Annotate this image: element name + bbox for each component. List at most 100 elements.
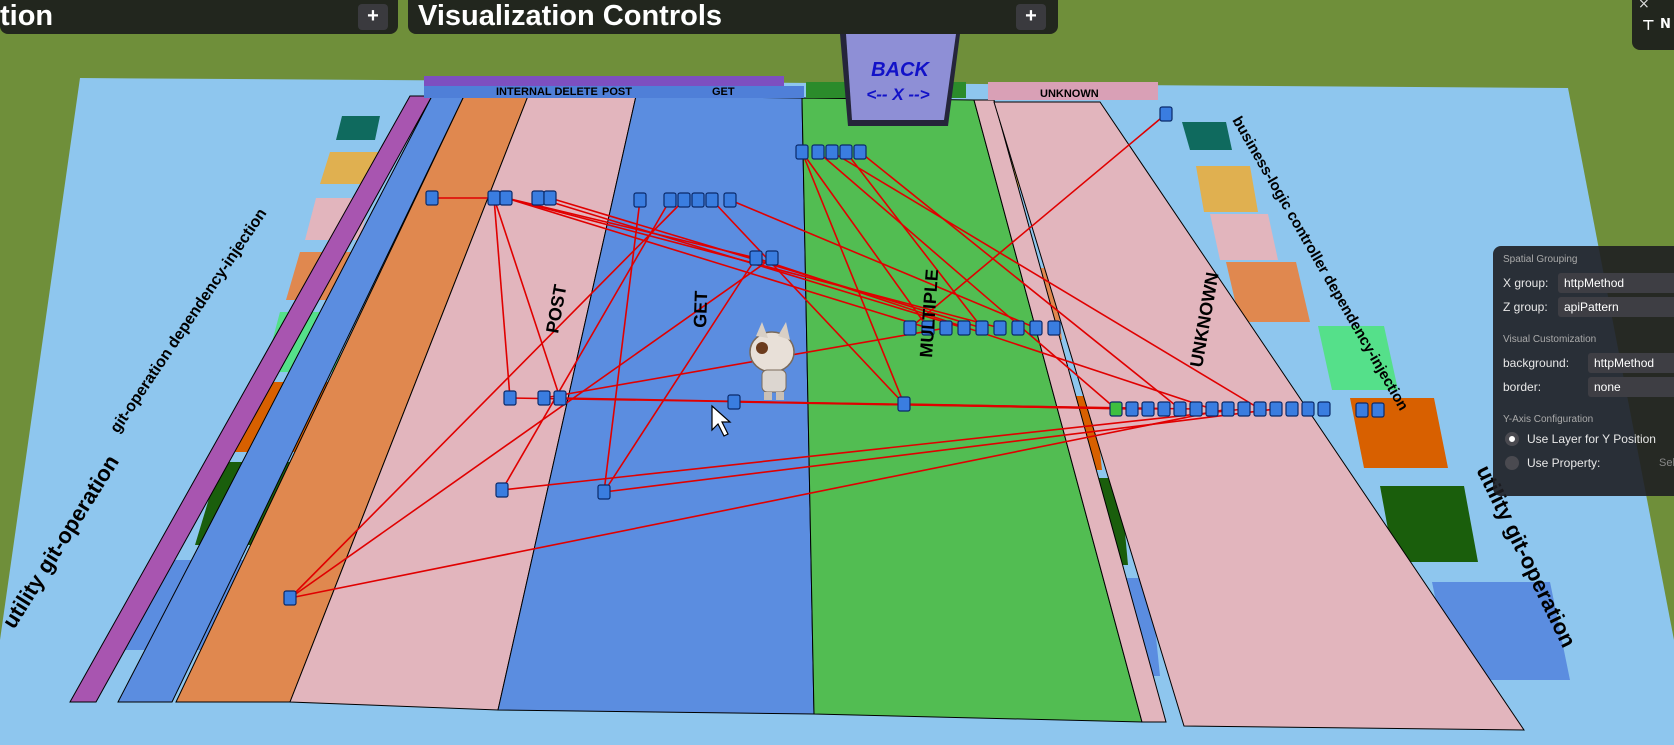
tag-post: POST [602,86,632,98]
edge [845,151,983,329]
graph-node[interactable] [495,482,509,498]
graph-node[interactable] [825,144,839,160]
graph-node[interactable] [1125,401,1139,417]
graph-node[interactable] [765,250,779,266]
graph-node[interactable] [691,192,705,208]
graph-node[interactable] [1205,401,1219,417]
graph-node[interactable] [1371,402,1385,418]
graph-node[interactable] [975,320,989,336]
graph-node[interactable] [1189,401,1203,417]
use-layer-label: Use Layer for Y Position [1527,432,1656,446]
graph-node[interactable] [537,390,551,406]
border-select[interactable]: none [1588,377,1674,397]
back-sign[interactable] [840,34,960,126]
section-spatial-grouping: Spatial Grouping [1503,254,1578,265]
edge [859,151,1181,410]
graph-node[interactable] [1159,106,1173,122]
tag-get: GET [712,86,735,98]
graph-node[interactable] [553,390,567,406]
graph-node[interactable] [993,320,1007,336]
header-left-panel: tion + [0,0,398,34]
edge [711,199,905,405]
graph-node[interactable] [727,394,741,410]
graph-node[interactable] [723,192,737,208]
graph-node[interactable] [503,390,517,406]
graph-node[interactable] [1269,401,1283,417]
edge [801,151,905,405]
property-select[interactable]: Sel [1659,457,1674,469]
graph-node[interactable] [597,484,611,500]
avatar[interactable] [749,322,795,400]
graph-node[interactable] [1141,401,1155,417]
graph-node[interactable] [633,192,647,208]
edge [505,197,929,329]
nodes[interactable] [283,106,1385,606]
graph-node[interactable] [1157,401,1171,417]
section-visual-customization: Visual Customization [1503,334,1597,345]
add-button-visualization[interactable]: + [1016,4,1046,30]
tag-unknown: UNKNOWN [1040,88,1099,100]
graph-node[interactable] [1221,401,1235,417]
edge [831,151,1261,410]
graph-node[interactable] [853,144,867,160]
edge [603,199,641,493]
edge [801,151,929,329]
graph-node[interactable] [677,192,691,208]
back-sign-line1: BACK [871,59,930,81]
graph-node[interactable] [1173,401,1187,417]
lane-label-get: GET [690,290,711,328]
graph-node[interactable] [543,190,557,206]
graph-node[interactable] [1237,401,1251,417]
graph-node[interactable] [957,320,971,336]
close-icon[interactable]: × [1638,0,1650,12]
graph-node[interactable] [903,320,917,336]
use-property-radio[interactable] [1505,456,1519,470]
graph-node[interactable] [1285,401,1299,417]
graph-node[interactable] [1253,401,1267,417]
top-right-label: N [1660,17,1671,32]
graph-node[interactable] [663,192,677,208]
graph-node[interactable] [1355,402,1369,418]
z-group-select[interactable]: apiPattern [1558,297,1674,317]
edge [289,199,685,599]
use-property-label: Use Property: [1527,456,1601,470]
z-group-label: Z group: [1503,300,1548,314]
graph-node[interactable] [425,190,439,206]
background-label: background: [1503,356,1570,370]
graph-node[interactable] [1029,320,1043,336]
graph-node[interactable] [1301,401,1315,417]
graph-node[interactable] [499,190,513,206]
graph-node[interactable] [487,190,501,206]
graph-node[interactable] [1011,320,1025,336]
visualization-controls-title: Visualization Controls [418,0,723,32]
section-y-axis: Y-Axis Configuration [1503,414,1594,425]
graph-node[interactable] [1109,401,1123,417]
edge [501,199,671,491]
visualization-controls-header[interactable]: Visualization Controls + [408,0,1058,34]
graph-node[interactable] [531,190,545,206]
graph-node[interactable] [705,192,719,208]
use-layer-radio[interactable] [1505,432,1519,446]
settings-panel: Spatial Grouping X group: httpMethod Z g… [1493,246,1674,496]
edge [289,408,1229,599]
graph-node[interactable] [749,250,763,266]
add-button-left[interactable]: + [358,4,388,30]
x-group-select[interactable]: httpMethod [1558,273,1674,293]
graph-node[interactable] [921,320,935,336]
edge [493,197,511,399]
graph-node[interactable] [939,320,953,336]
edge [289,257,773,599]
mouse-cursor-icon [711,404,732,437]
background-select[interactable]: httpMethod [1588,353,1674,373]
graph-node[interactable] [897,396,911,412]
graph-node[interactable] [1047,320,1061,336]
tool-icon[interactable]: ⊤ [1642,18,1655,34]
top-tags [424,76,1158,100]
graph-node[interactable] [283,590,297,606]
graph-node[interactable] [811,144,825,160]
back-sign-line2: <-- X --> [866,85,929,104]
graph-node[interactable] [795,144,809,160]
graph-node[interactable] [839,144,853,160]
graph-node[interactable] [1317,401,1331,417]
